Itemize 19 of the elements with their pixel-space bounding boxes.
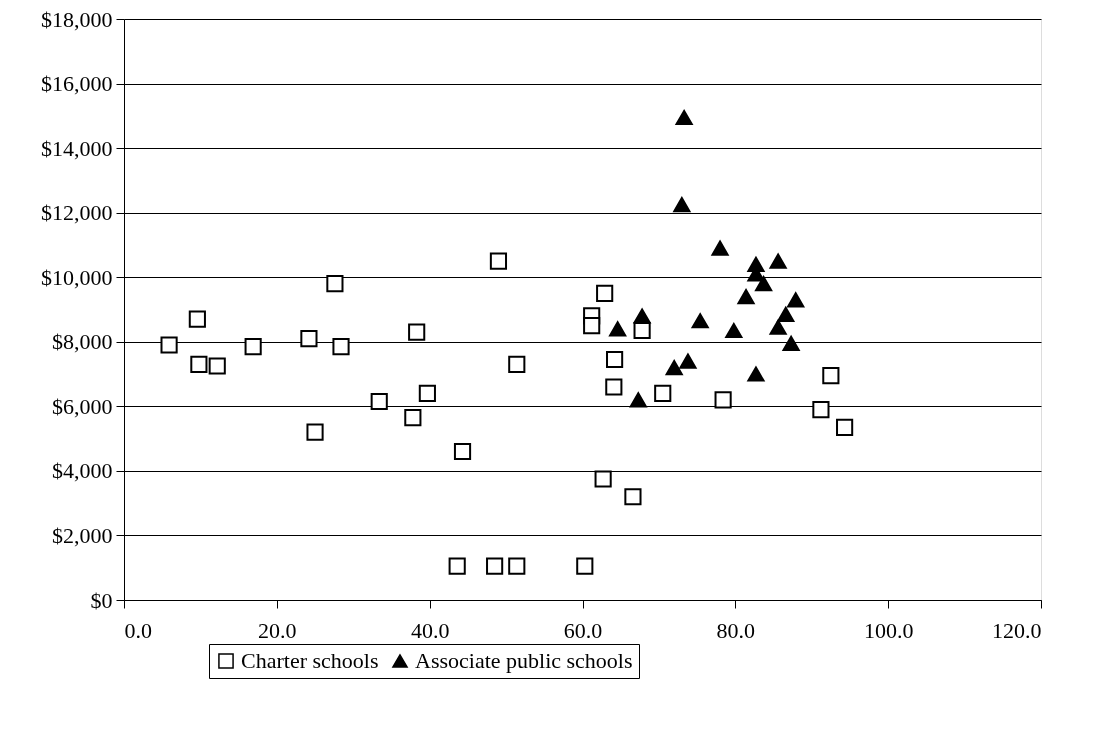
legend-label: Charter schools bbox=[241, 648, 379, 673]
x-tick-label: 80.0 bbox=[716, 617, 756, 643]
x-tick-label: 40.0 bbox=[410, 617, 450, 643]
x-tick-label: 120.0 bbox=[992, 617, 1042, 643]
x-tick-label: 60.0 bbox=[563, 617, 603, 643]
y-tick-label: $4,000 bbox=[52, 458, 113, 484]
y-tick-label: $10,000 bbox=[41, 264, 113, 290]
y-tick-label: $18,000 bbox=[41, 6, 113, 32]
y-tick-label: $8,000 bbox=[52, 329, 113, 355]
legend-label: Associate public schools bbox=[415, 648, 633, 673]
y-tick-label: $12,000 bbox=[41, 200, 113, 226]
x-tick-label: 100.0 bbox=[863, 617, 914, 643]
y-tick-label: $16,000 bbox=[41, 71, 113, 97]
y-tick-label: $6,000 bbox=[52, 393, 113, 419]
y-tick-label: $14,000 bbox=[41, 135, 113, 161]
x-tick-label: 0.0 bbox=[124, 617, 152, 643]
x-tick-label: 20.0 bbox=[258, 617, 297, 643]
y-tick-label: $0 bbox=[90, 587, 113, 613]
y-tick-label: $2,000 bbox=[52, 522, 113, 548]
